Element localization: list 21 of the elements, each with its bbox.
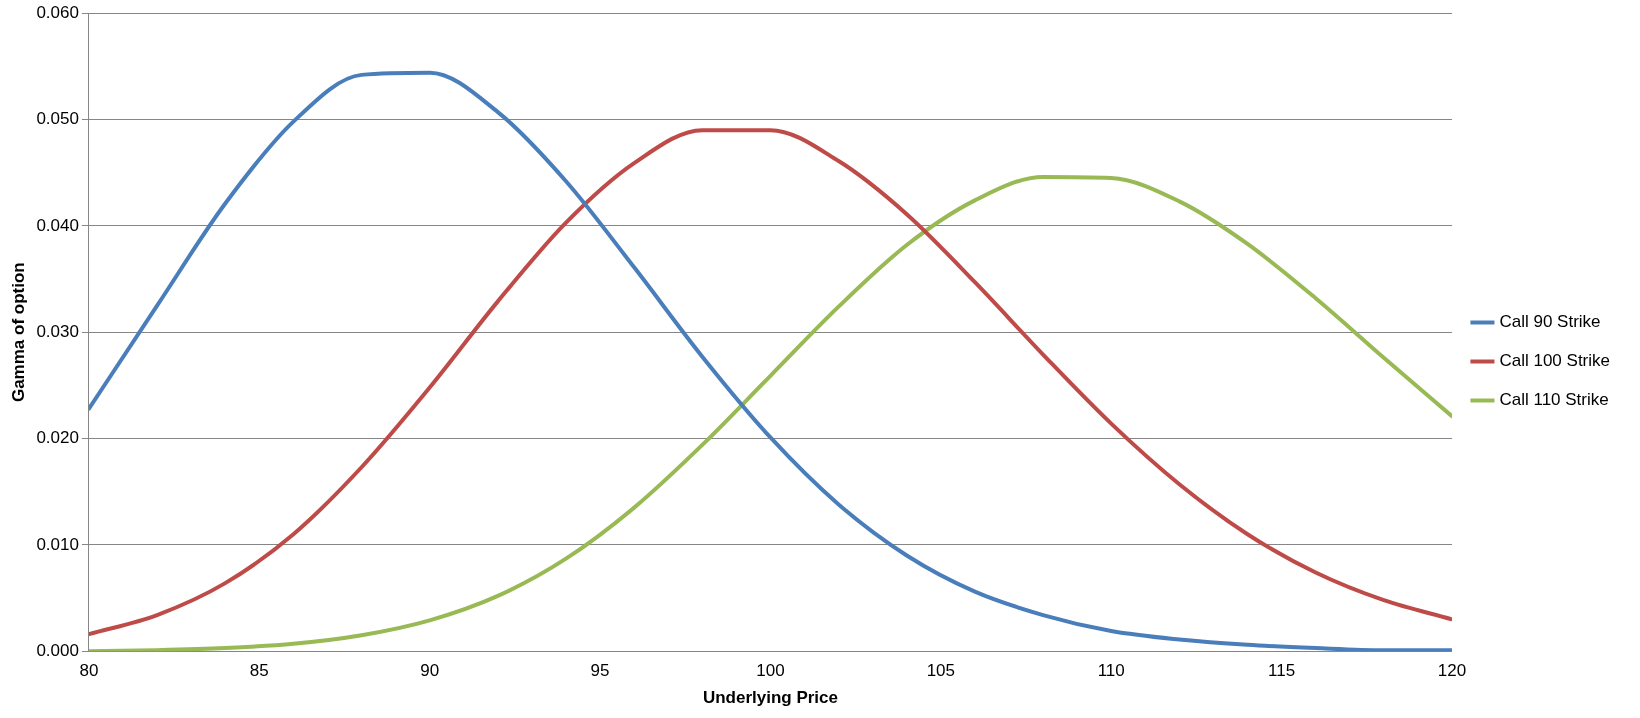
legend-label: Call 90 Strike [1499, 312, 1601, 332]
legend-label: Call 100 Strike [1499, 351, 1611, 371]
y-tick-label: 0.050 [36, 109, 79, 129]
y-axis-title: Gamma of option [8, 262, 28, 403]
x-tick-label: 105 [926, 661, 956, 681]
legend-label: Call 110 Strike [1499, 390, 1609, 410]
x-tick-label: 120 [1437, 661, 1467, 681]
x-tick-label: 95 [590, 661, 610, 681]
y-tick-label: 0.040 [36, 215, 79, 235]
y-tick-label: 0.010 [36, 534, 79, 554]
y-tick-label: 0.060 [36, 2, 79, 22]
x-tick-label: 110 [1097, 661, 1125, 681]
x-tick-label: 100 [756, 661, 785, 681]
y-tick-label: 0.030 [36, 321, 79, 341]
x-axis-title: Underlying Price [702, 688, 838, 708]
x-tick-label: 85 [249, 661, 269, 681]
x-tick-label: 115 [1268, 661, 1296, 681]
y-tick-label: 0.020 [36, 428, 79, 448]
x-tick-label: 80 [79, 661, 99, 681]
x-tick-label: 90 [420, 661, 440, 681]
y-tick-label: 0.000 [36, 640, 79, 660]
